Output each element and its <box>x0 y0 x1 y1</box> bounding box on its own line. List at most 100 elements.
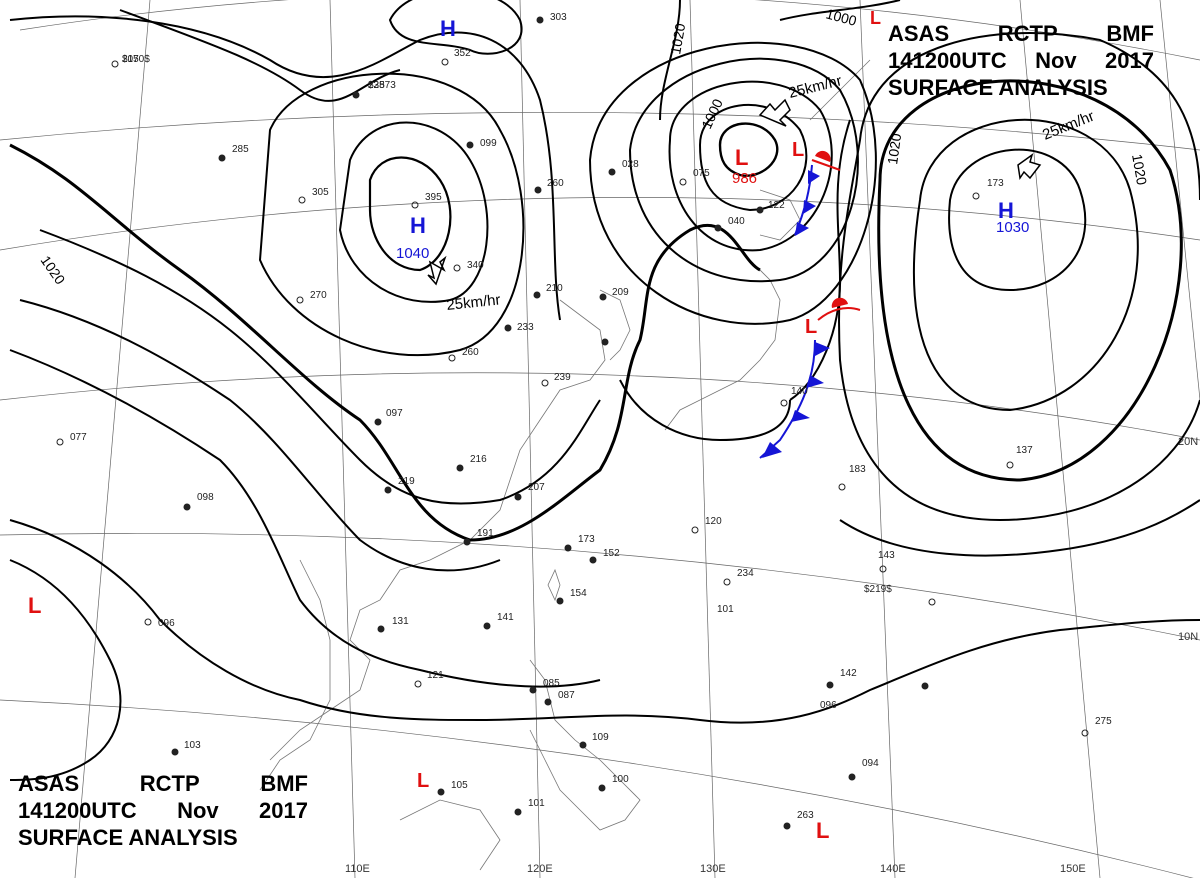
meridian-150e <box>1019 0 1101 878</box>
station-pressure-value: 239 <box>554 372 571 383</box>
station-pressure-value: 105 <box>451 780 468 791</box>
station-pressure-value: 395 <box>425 192 442 203</box>
station-pressure-value: 216 <box>470 454 487 465</box>
title-line-3: SURFACE ANALYSIS <box>18 824 308 851</box>
parallel-30n <box>0 197 1200 251</box>
low-center-label: L <box>792 139 804 161</box>
title-line-1: ASAS RCTP BMF <box>888 20 1154 47</box>
isobar-1040-inner <box>368 156 452 272</box>
title-line-2: 141200UTC Nov 2017 <box>888 47 1154 74</box>
lon-label: 130E <box>700 863 726 875</box>
movement-arrow <box>427 255 447 286</box>
movement-arrow <box>758 98 791 127</box>
station-pressure-value: 075 <box>693 168 710 179</box>
cold-front-pip <box>808 170 820 184</box>
station-pressure-value: 098 <box>197 492 214 503</box>
station-pressure-value: 097 <box>386 408 403 419</box>
station-markers <box>56 16 1089 830</box>
isobar-low-center-sw <box>9 559 122 781</box>
isobar-east-low <box>779 0 901 21</box>
title-word: 2017 <box>1105 48 1154 73</box>
station-pressure-value: 094 <box>862 758 879 769</box>
movement-arrow <box>1017 153 1042 181</box>
isobar-1036 <box>338 121 489 303</box>
isobar-label: 1000 <box>698 96 726 131</box>
coast-hokkaido <box>759 189 801 241</box>
title-word: Nov <box>1035 48 1077 73</box>
cold-front-pip <box>795 222 809 236</box>
station-pressure-value: 040 <box>728 216 745 227</box>
isobar-low-1002 <box>588 41 877 325</box>
coast-philippines <box>529 659 641 831</box>
isobar-label: 1020 <box>884 132 904 165</box>
station-pressure-value: 305 <box>312 187 329 198</box>
high-center-label: H <box>410 213 426 238</box>
station-pressure-value: 238 <box>368 80 385 91</box>
low-center-label: L <box>28 593 41 618</box>
isobar-label: 1000 <box>824 5 858 29</box>
title-word: SURFACE ANALYSIS <box>888 75 1108 100</box>
parallel-50n <box>19 0 1200 61</box>
station-pressure-value: 109 <box>592 732 609 743</box>
station-pressure-value: 103 <box>184 740 201 751</box>
isobar-north <box>9 15 561 321</box>
station-pressure-value: 096 <box>158 618 175 629</box>
station-values: 207 238 303 352 285 305 395 340 270 233 260 216 219 1… <box>70 12 1112 821</box>
station-pressure-value: 137 <box>1016 445 1033 456</box>
station-pressure-value: 131 <box>392 616 409 627</box>
coast-china <box>269 299 606 761</box>
title-word: BMF <box>1106 21 1154 46</box>
isobar-1020-west <box>9 143 761 542</box>
warm-front-lower <box>817 297 861 321</box>
station-pressure-value: 099 <box>480 138 497 149</box>
movement-arrows <box>427 98 1042 286</box>
isobar-1024 <box>39 229 601 505</box>
station-pressure-value: 173 <box>578 534 595 545</box>
isobars <box>9 0 1200 781</box>
station-pressure-value: $219$ <box>864 584 892 595</box>
lon-label: 110E <box>345 863 370 875</box>
station-pressure-value: 140 <box>791 386 808 397</box>
movement-speed-label: 25km/hr <box>446 291 502 314</box>
station-pressure-value: $150$ <box>122 54 150 65</box>
low-center-value: 986 <box>732 170 757 187</box>
station-pressure-value: 101 <box>528 798 545 809</box>
isobar-low-998 <box>628 57 859 283</box>
station-pressure-value: 340 <box>467 260 484 271</box>
cold-front-pip <box>803 200 816 214</box>
lat-label: 10N <box>1178 631 1198 643</box>
pressure-centers: H 1040 H H 1030 L 986 L L L L L L <box>28 8 1029 843</box>
station-pressure-value: 270 <box>310 290 327 301</box>
cold-front-pip <box>806 375 824 388</box>
title-line-1: ASAS RCTP BMF <box>18 770 308 797</box>
cold-front-pip <box>815 342 830 356</box>
title-word: BMF <box>260 771 308 796</box>
low-center-label: L <box>816 818 829 843</box>
isobar-1032 <box>258 72 525 357</box>
coast-taiwan <box>547 568 561 602</box>
station-pressure-value: $2573 <box>368 80 396 91</box>
cold-front-lower <box>759 339 830 459</box>
warm-front-upper <box>811 150 841 171</box>
high-center-value: 1040 <box>396 245 429 262</box>
station-pressure-value: 233 <box>517 322 534 333</box>
title-word: ASAS <box>888 21 950 46</box>
lon-label: 140E <box>880 863 906 875</box>
title-line-2: 141200UTC Nov 2017 <box>18 797 308 824</box>
coast-indochina <box>259 559 331 791</box>
coast-korea <box>599 289 631 361</box>
low-center-label: L <box>735 145 748 170</box>
meridian-140e <box>859 0 896 878</box>
title-word: 2017 <box>259 798 308 823</box>
station-pressure-value: 219 <box>398 476 415 487</box>
title-word: SURFACE ANALYSIS <box>18 825 238 850</box>
meridian-100e <box>74 0 151 878</box>
cold-front-upper <box>794 164 820 236</box>
low-center-label: L <box>805 316 817 338</box>
isobar-low-986 <box>718 122 779 177</box>
isobar-1030-high-3 <box>877 79 1183 482</box>
station-pressure-value: 077 <box>70 432 87 443</box>
title-word: 141200UTC <box>888 48 1007 73</box>
station-pressure-value: 207 <box>122 54 139 65</box>
